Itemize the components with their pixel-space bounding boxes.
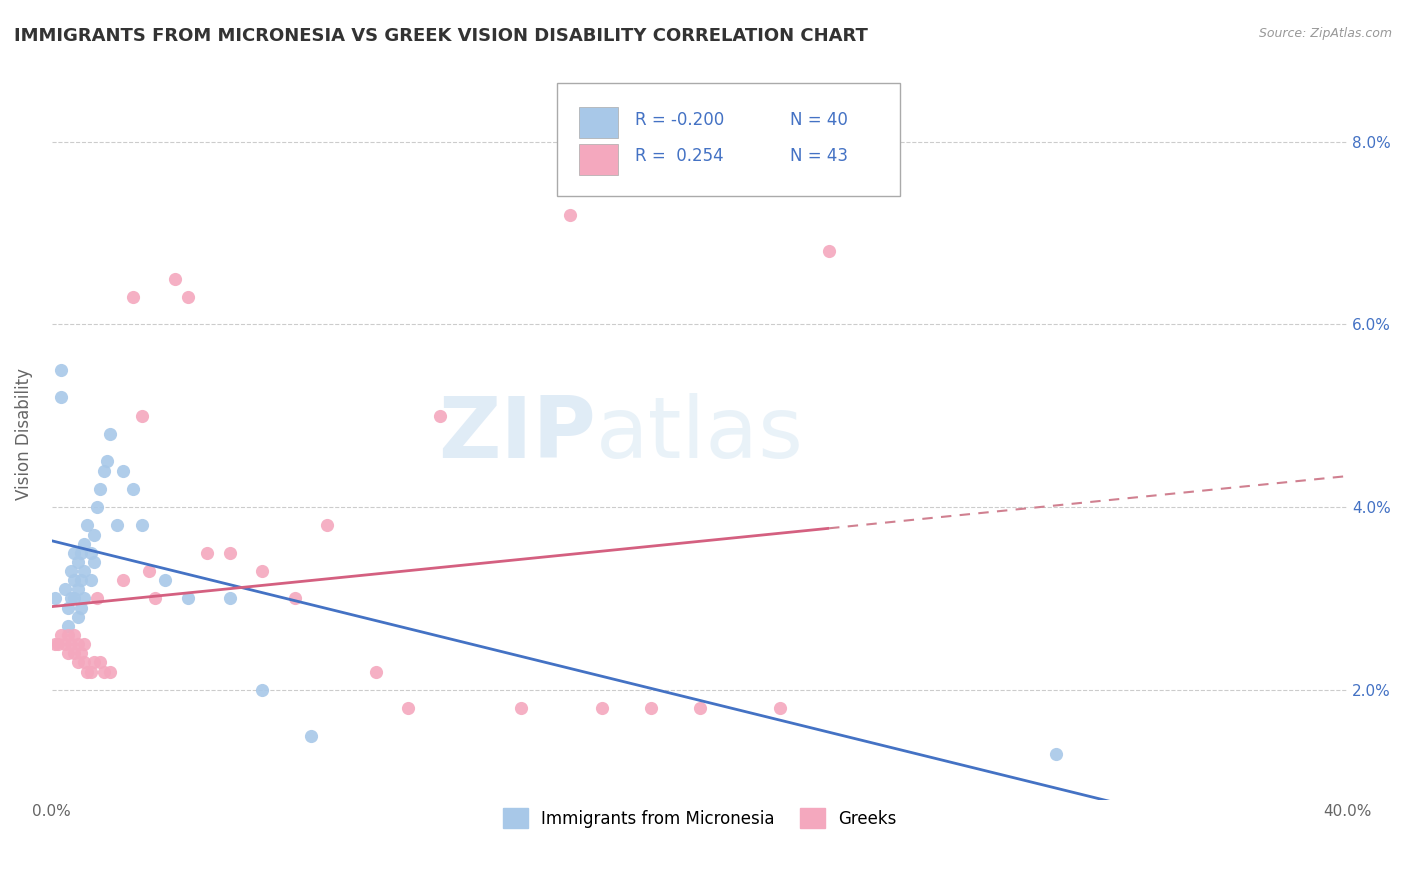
Legend: Immigrants from Micronesia, Greeks: Immigrants from Micronesia, Greeks bbox=[496, 801, 903, 835]
Point bbox=[60, 564, 83, 578]
Point bbox=[56, 619, 79, 633]
Point bbox=[73, 536, 96, 550]
Point bbox=[70, 573, 93, 587]
Point bbox=[131, 409, 153, 423]
Point bbox=[93, 665, 115, 679]
Point bbox=[66, 637, 89, 651]
Point bbox=[51, 391, 73, 405]
Point bbox=[73, 656, 96, 670]
Text: R = -0.200: R = -0.200 bbox=[634, 111, 724, 128]
Point bbox=[364, 665, 387, 679]
Point bbox=[56, 600, 79, 615]
Point bbox=[316, 518, 339, 533]
Point bbox=[73, 637, 96, 651]
Point bbox=[98, 665, 121, 679]
Point bbox=[177, 591, 200, 606]
FancyBboxPatch shape bbox=[557, 83, 900, 196]
Point bbox=[131, 518, 153, 533]
Point bbox=[60, 591, 83, 606]
Point bbox=[195, 546, 218, 560]
Point bbox=[83, 527, 105, 541]
Bar bbox=[579, 144, 617, 175]
Point bbox=[86, 500, 108, 515]
Text: Source: ZipAtlas.com: Source: ZipAtlas.com bbox=[1258, 27, 1392, 40]
Point bbox=[153, 573, 176, 587]
Text: atlas: atlas bbox=[596, 392, 804, 475]
Point bbox=[145, 591, 167, 606]
Point bbox=[640, 701, 662, 715]
Point bbox=[56, 628, 79, 642]
Point bbox=[510, 701, 533, 715]
Point bbox=[86, 591, 108, 606]
Point bbox=[138, 564, 160, 578]
Text: R =  0.254: R = 0.254 bbox=[634, 147, 723, 165]
Point bbox=[56, 646, 79, 660]
Point bbox=[46, 637, 69, 651]
Point bbox=[66, 555, 89, 569]
Point bbox=[73, 564, 96, 578]
Point bbox=[818, 244, 841, 259]
Point bbox=[219, 591, 242, 606]
Point bbox=[299, 729, 322, 743]
Point bbox=[76, 518, 98, 533]
Point bbox=[558, 208, 581, 222]
Point bbox=[83, 555, 105, 569]
Point bbox=[111, 573, 134, 587]
Point bbox=[63, 646, 86, 660]
Point bbox=[66, 656, 89, 670]
Point bbox=[79, 546, 101, 560]
Point bbox=[1045, 747, 1067, 761]
Point bbox=[83, 656, 105, 670]
Point bbox=[66, 609, 89, 624]
Point bbox=[689, 701, 711, 715]
Point bbox=[73, 591, 96, 606]
Point bbox=[163, 271, 186, 285]
Point bbox=[63, 591, 86, 606]
Point bbox=[79, 665, 101, 679]
Point bbox=[93, 464, 115, 478]
Point bbox=[63, 628, 86, 642]
Text: ZIP: ZIP bbox=[439, 392, 596, 475]
Point bbox=[44, 637, 66, 651]
Point bbox=[89, 656, 111, 670]
Point bbox=[111, 464, 134, 478]
Point bbox=[177, 290, 200, 304]
Text: N = 43: N = 43 bbox=[790, 147, 848, 165]
Point bbox=[53, 582, 76, 597]
Y-axis label: Vision Disability: Vision Disability bbox=[15, 368, 32, 500]
Point bbox=[70, 646, 93, 660]
Point bbox=[252, 682, 274, 697]
Text: N = 40: N = 40 bbox=[790, 111, 848, 128]
Point bbox=[66, 582, 89, 597]
Point bbox=[121, 290, 143, 304]
Text: IMMIGRANTS FROM MICRONESIA VS GREEK VISION DISABILITY CORRELATION CHART: IMMIGRANTS FROM MICRONESIA VS GREEK VISI… bbox=[14, 27, 868, 45]
Point bbox=[89, 482, 111, 496]
Point bbox=[396, 701, 419, 715]
Point bbox=[121, 482, 143, 496]
Point bbox=[60, 637, 83, 651]
Point bbox=[63, 546, 86, 560]
Point bbox=[44, 591, 66, 606]
Point bbox=[76, 665, 98, 679]
Point bbox=[105, 518, 128, 533]
Point bbox=[284, 591, 307, 606]
Point bbox=[51, 363, 73, 377]
Bar bbox=[579, 107, 617, 138]
Point bbox=[96, 454, 118, 468]
Point bbox=[51, 628, 73, 642]
Point bbox=[591, 701, 613, 715]
Point bbox=[219, 546, 242, 560]
Point bbox=[70, 546, 93, 560]
Point bbox=[53, 637, 76, 651]
Point bbox=[63, 573, 86, 587]
Point bbox=[252, 564, 274, 578]
Point bbox=[769, 701, 792, 715]
Point bbox=[429, 409, 451, 423]
Point bbox=[98, 427, 121, 442]
Point bbox=[70, 600, 93, 615]
Point bbox=[79, 573, 101, 587]
